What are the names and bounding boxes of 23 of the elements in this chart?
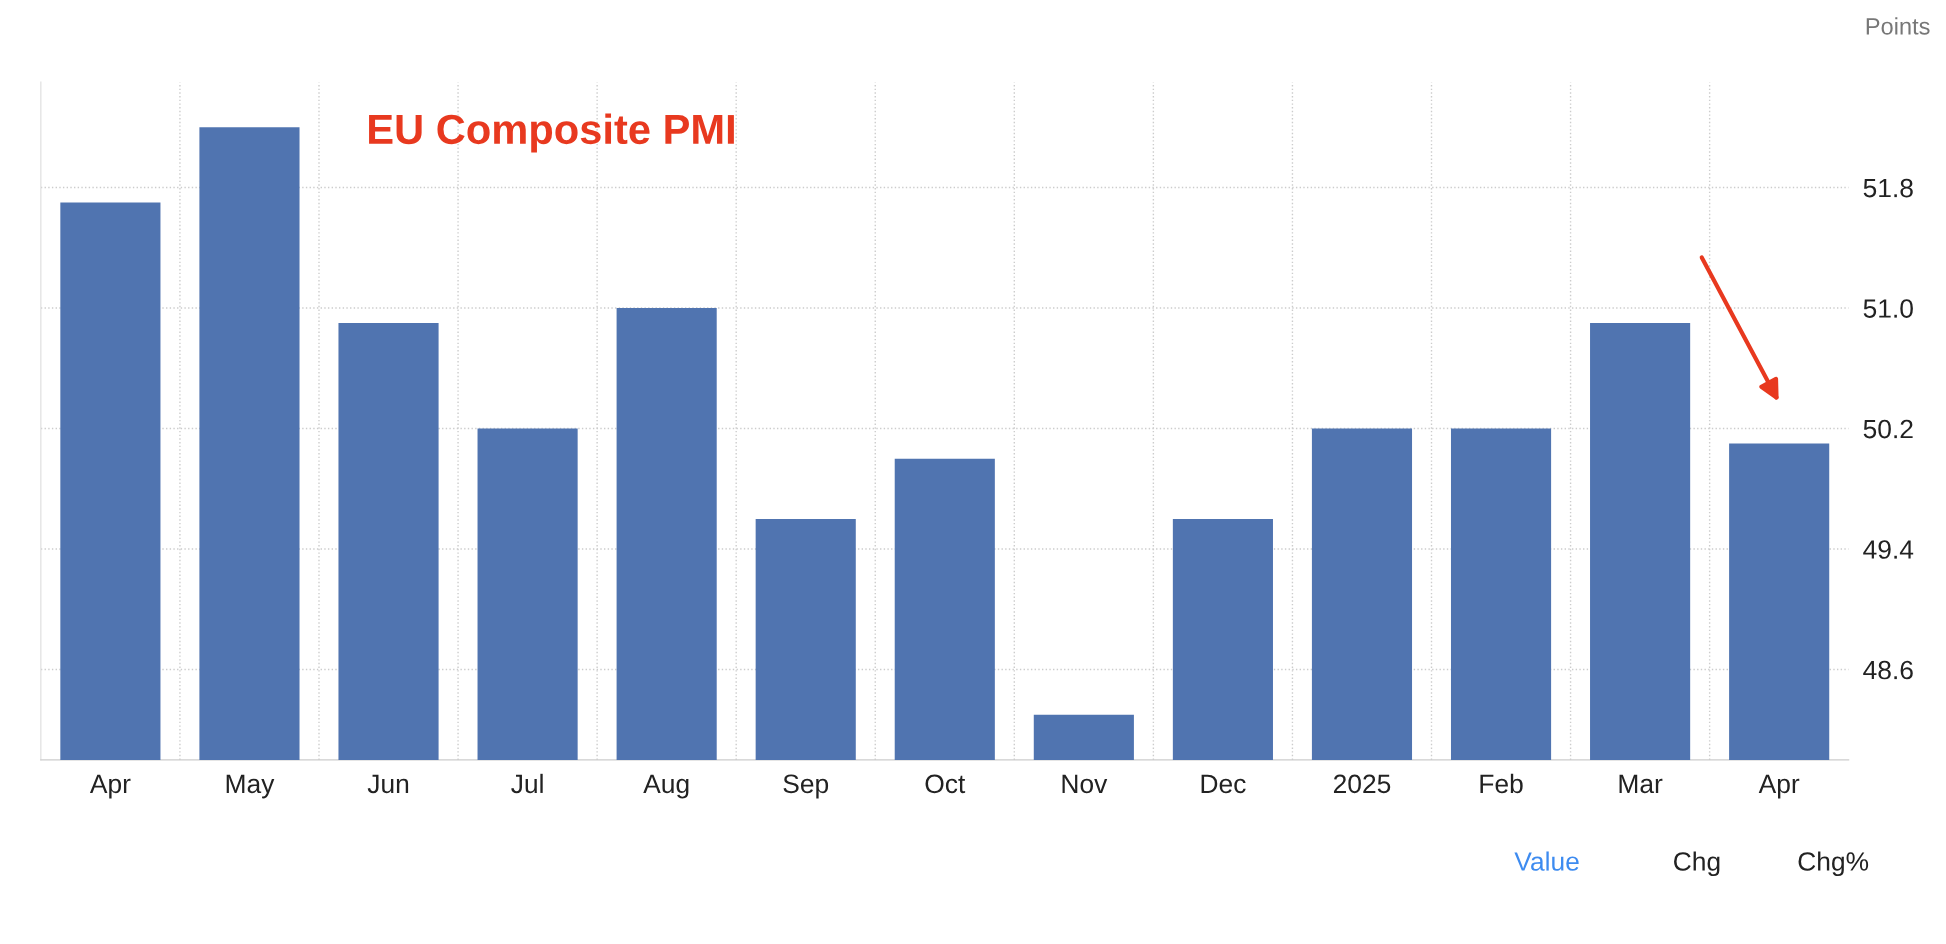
y-tick-label: 51.8 [1863,178,1913,198]
x-tick-label: Mar [1619,774,1663,794]
text: Value [1514,851,1579,871]
x-tick-label: Oct [925,774,966,794]
x-tick-label: Feb [1480,773,1523,794]
y-axis-title: Points [1866,17,1930,35]
x-tick-label: Sep [783,774,829,799]
text: EU Composite PMI [369,113,734,153]
x-tick-label: Apr [89,774,131,799]
text: Chg [1674,851,1720,877]
x-tick-label: 2025 [1333,774,1391,794]
y-tick-label: 50.2 [1863,419,1913,439]
x-tick-label: Jul [511,773,543,794]
x-tick-label: Nov [1062,774,1108,794]
x-tick-label: Jun [367,774,409,794]
text: Chg% [1798,851,1869,877]
y-tick-label: 49.4 [1863,540,1914,559]
x-tick-label: Aug [643,774,689,799]
y-tick-label: 51.0 [1863,299,1913,318]
x-tick-label: Dec [1201,774,1246,794]
y-tick-label: 48.6 [1863,660,1913,680]
x-tick-label: May [226,774,275,799]
x-tick-label: Apr [1758,774,1800,799]
